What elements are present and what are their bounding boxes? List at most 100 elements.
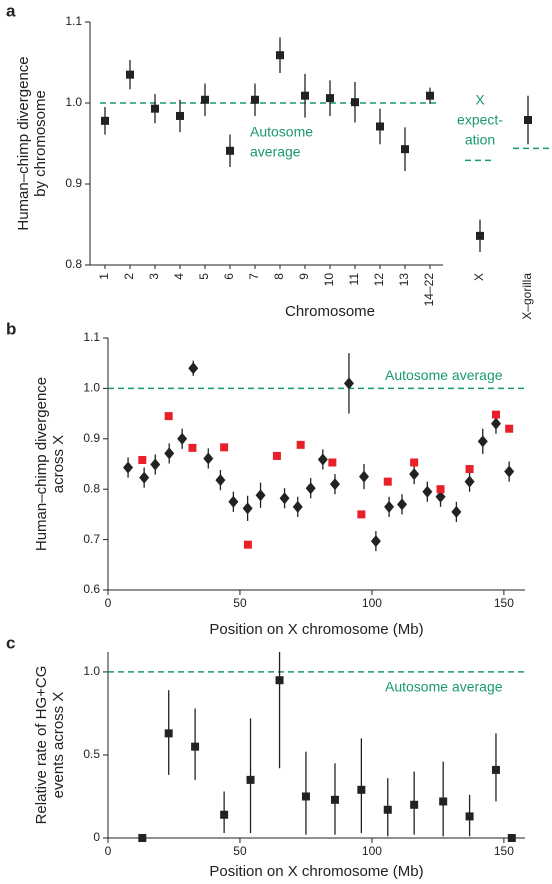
y-axis-label: events across X — [50, 692, 67, 799]
y-axis-label: Human–chimp divergence — [33, 377, 50, 551]
marker — [176, 111, 184, 120]
marker — [384, 500, 395, 513]
x-tick-label: 14–22 — [422, 273, 436, 307]
marker — [343, 377, 354, 390]
x-tick-label: 8 — [272, 273, 286, 280]
x-tick-label: 10 — [322, 273, 336, 287]
y-tick-label: 0.7 — [83, 532, 100, 546]
y-tick-label: 1.0 — [83, 381, 100, 395]
marker — [359, 470, 370, 483]
marker — [491, 765, 500, 774]
reference-label: Autosome average — [385, 679, 503, 695]
marker — [409, 468, 420, 481]
marker — [177, 432, 188, 445]
reference-label: average — [250, 144, 301, 160]
y-axis-label: by chromosome — [32, 90, 49, 197]
marker — [138, 834, 147, 842]
marker — [243, 540, 252, 549]
marker — [164, 412, 173, 421]
marker — [329, 478, 340, 491]
y-tick-label: 0 — [93, 830, 100, 844]
marker — [164, 447, 175, 460]
x-tick-label: 3 — [147, 273, 161, 280]
marker — [383, 477, 392, 486]
marker — [272, 451, 281, 460]
x-tick-label: 7 — [247, 273, 261, 280]
marker — [188, 362, 199, 375]
marker — [317, 453, 328, 466]
x-tick-label: 50 — [233, 844, 247, 858]
marker — [505, 424, 514, 433]
marker — [139, 471, 150, 484]
marker — [401, 145, 409, 154]
marker — [426, 91, 434, 100]
marker — [305, 482, 316, 495]
marker — [228, 495, 239, 508]
marker — [301, 91, 309, 100]
x-tick-label: 100 — [362, 596, 382, 610]
x-tick-label: 50 — [233, 596, 247, 610]
y-tick-label: 0.8 — [65, 257, 82, 271]
y-tick-label: 1.1 — [83, 330, 100, 344]
marker — [328, 458, 337, 467]
marker — [123, 461, 134, 474]
expectation-label: X — [475, 92, 485, 108]
marker — [370, 535, 381, 548]
y-tick-label: 0.8 — [83, 481, 100, 495]
x-axis-label: Chromosome — [285, 303, 375, 320]
x-tick-label: 150 — [494, 596, 514, 610]
x-tick-label: 11 — [347, 273, 361, 286]
y-tick-label: 1.1 — [65, 14, 82, 28]
marker — [292, 500, 303, 513]
marker — [126, 70, 134, 79]
marker — [383, 805, 392, 814]
marker — [524, 116, 532, 125]
y-tick-label: 0.5 — [83, 747, 100, 761]
panel-label: b — [6, 319, 16, 338]
panel-label: a — [6, 1, 16, 20]
marker — [490, 417, 501, 430]
x-tick-label: X — [472, 273, 486, 281]
marker — [242, 502, 253, 515]
marker — [435, 490, 446, 503]
marker — [357, 785, 366, 794]
x-tick-label: 5 — [197, 273, 211, 280]
marker — [326, 94, 334, 103]
marker — [410, 800, 419, 809]
x-tick-label: 1 — [97, 273, 111, 280]
marker — [477, 435, 488, 448]
marker — [201, 95, 209, 104]
marker — [507, 834, 516, 842]
marker — [296, 440, 305, 449]
x-tick-label: 150 — [494, 844, 514, 858]
x-tick-label: 4 — [172, 273, 186, 280]
marker — [191, 742, 200, 751]
marker — [279, 492, 290, 505]
y-tick-label: 0.9 — [83, 431, 100, 445]
x-tick-label: 0 — [105, 596, 112, 610]
marker — [203, 452, 214, 465]
x-tick-label: 100 — [362, 844, 382, 858]
marker — [275, 676, 284, 685]
marker — [226, 146, 234, 155]
marker — [330, 795, 339, 804]
marker — [101, 116, 109, 125]
y-tick-label: 1.0 — [65, 95, 82, 109]
marker — [464, 475, 475, 488]
y-axis-label: Human–chimp divergence — [15, 56, 32, 230]
y-tick-label: 0.9 — [65, 176, 82, 190]
marker — [476, 231, 484, 240]
marker — [150, 458, 161, 471]
x-tick-label: 9 — [297, 273, 311, 280]
marker — [151, 104, 159, 113]
x-tick-label: 13 — [397, 273, 411, 287]
expectation-label: ation — [465, 132, 495, 148]
marker — [301, 792, 310, 801]
marker — [351, 98, 359, 107]
y-axis-label: across X — [50, 435, 67, 493]
marker — [436, 485, 445, 494]
marker — [504, 465, 515, 478]
marker — [465, 812, 474, 821]
reference-label: Autosome average — [385, 367, 503, 383]
